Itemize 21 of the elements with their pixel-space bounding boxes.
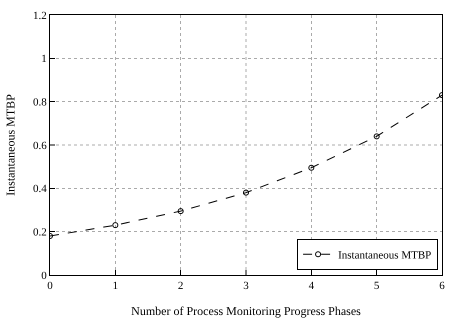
x-tick-label: 4 [308, 280, 315, 292]
y-tick-label: 0.6 [33, 140, 48, 152]
x-tick-label: 3 [243, 280, 250, 292]
y-tick-label: 0.4 [33, 183, 48, 196]
point [112, 222, 118, 228]
y-axis-title: Instantaneous MTBP [3, 94, 18, 196]
x-tick-label: 1 [112, 280, 118, 292]
x-tick-label: 5 [374, 280, 380, 292]
x-tick-label: 2 [178, 280, 184, 292]
point [178, 208, 184, 214]
point [374, 133, 380, 140]
y-tick-label: 1 [41, 53, 47, 66]
y-tick-label: 0.2 [33, 226, 47, 239]
x-tick-label: 6 [439, 280, 446, 292]
point [243, 190, 249, 196]
legend-label: Instantaneous MTBP [338, 250, 432, 262]
point [308, 164, 314, 171]
y-tick-label: 0.8 [33, 96, 48, 109]
y-tick-label: 1.2 [33, 10, 47, 22]
y-tick-label: 0 [41, 270, 48, 282]
x-axis-title: Number of Process Monitoring Progress Phases [131, 304, 362, 318]
